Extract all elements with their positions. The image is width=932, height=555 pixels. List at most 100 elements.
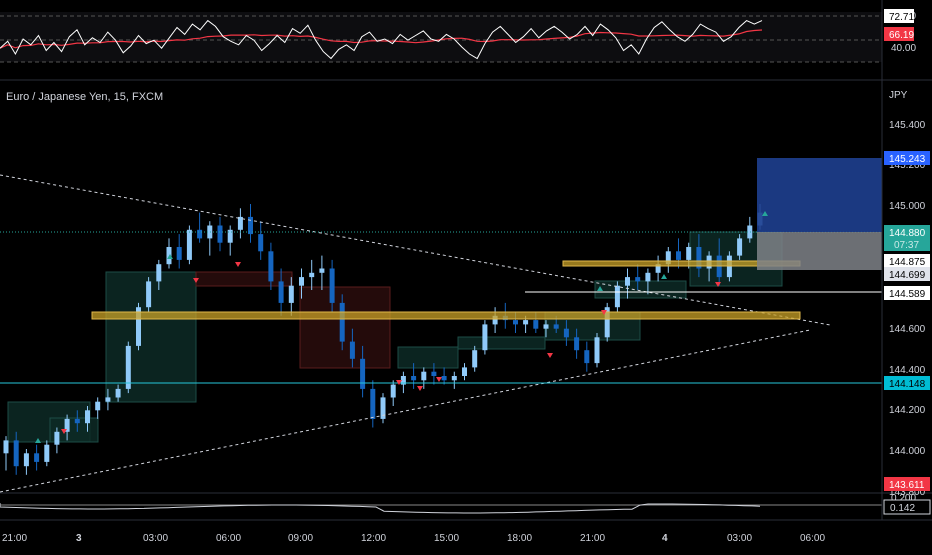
time-tick-label: 06:00 xyxy=(216,533,241,544)
candle-body xyxy=(421,371,427,381)
zone-box-4[interactable] xyxy=(299,286,391,369)
candle-body xyxy=(441,376,447,381)
candle-body xyxy=(34,453,40,462)
sell-signal-marker[interactable] xyxy=(547,353,553,358)
candle-body xyxy=(44,444,50,462)
candle-body xyxy=(574,337,580,351)
price-tag-zone_top xyxy=(884,254,930,268)
price-tag-last-text: 144.880 xyxy=(889,228,926,239)
candle-body xyxy=(645,272,651,282)
candle-body xyxy=(594,337,600,364)
candle-body xyxy=(614,285,620,308)
sell-signal-marker[interactable] xyxy=(601,310,607,315)
candle-body xyxy=(329,268,335,303)
candle-body xyxy=(319,268,325,273)
sell-signal-marker[interactable] xyxy=(436,377,442,382)
candle-body xyxy=(543,324,549,329)
sell-signal-marker[interactable] xyxy=(715,282,721,287)
price-tag-zone_top-text: 144.875 xyxy=(889,257,926,268)
candle-body xyxy=(258,234,264,252)
buy-signal-marker[interactable] xyxy=(661,274,667,279)
candle-body xyxy=(431,371,437,376)
time-tick-label: 12:00 xyxy=(361,533,386,544)
oscillator-value-tag xyxy=(883,499,931,515)
time-tick-label: 21:00 xyxy=(580,533,605,544)
candle-body xyxy=(13,440,19,467)
price-tick-label: 144.400 xyxy=(889,365,926,376)
candle-body xyxy=(676,251,681,260)
price-tick-label: 145.400 xyxy=(889,120,926,131)
buy-signal-marker[interactable] xyxy=(167,254,173,259)
sell-signal-marker[interactable] xyxy=(235,262,241,267)
candle-body xyxy=(3,440,9,454)
candle-body xyxy=(747,225,753,239)
sell-signal-marker[interactable] xyxy=(396,380,402,385)
candle-body xyxy=(370,388,376,419)
candle-body xyxy=(584,350,590,364)
candle-body xyxy=(482,324,488,351)
zone-box-8[interactable] xyxy=(594,280,687,299)
candle-body xyxy=(166,247,172,265)
candle-body xyxy=(248,216,253,235)
candle-body xyxy=(85,410,90,424)
candle-body xyxy=(125,345,131,389)
rsi-ma-value-tag xyxy=(884,27,914,41)
price-tag-level xyxy=(884,286,930,300)
oscillator-axis-label: 0.200 xyxy=(891,493,916,504)
candle-body xyxy=(339,302,345,342)
sell-signal-marker[interactable] xyxy=(417,386,423,391)
price-axis[interactable]: 80.0040.00JPY145.400145.200145.000144.60… xyxy=(889,11,926,498)
sell-signal-marker[interactable] xyxy=(61,429,67,434)
candle-body xyxy=(74,418,80,424)
oscillator-pane[interactable] xyxy=(0,503,882,514)
zone-box-5[interactable] xyxy=(397,346,459,369)
candle-body xyxy=(23,453,29,467)
candle-body xyxy=(462,367,467,376)
price-tag-low-text: 143.611 xyxy=(889,480,925,491)
price-pane[interactable] xyxy=(0,158,882,493)
candle-body xyxy=(411,376,417,381)
candle-body xyxy=(176,247,182,260)
zone-box-6[interactable] xyxy=(457,336,546,350)
buy-signal-marker[interactable] xyxy=(762,211,768,216)
time-tick-label: 4 xyxy=(662,533,668,544)
symbol-title[interactable]: Euro / Japanese Yen, 15, FXCM xyxy=(6,91,164,103)
rsi-pane[interactable] xyxy=(0,0,882,80)
candle-body xyxy=(207,225,213,239)
supply-zone-lower[interactable] xyxy=(91,311,801,320)
target-zone[interactable] xyxy=(757,158,882,232)
time-tick-label: 03:00 xyxy=(727,533,752,544)
candle-body xyxy=(533,320,539,329)
candle-body xyxy=(227,229,233,243)
candle-body xyxy=(380,397,386,419)
stop-zone[interactable] xyxy=(757,232,882,270)
buy-signal-marker[interactable] xyxy=(35,438,41,443)
candle-body xyxy=(146,281,152,308)
candle-body xyxy=(95,401,101,411)
buy-signal-marker[interactable] xyxy=(597,286,603,291)
price-tick-label: 144.600 xyxy=(889,324,926,335)
time-tick-label: 18:00 xyxy=(507,533,532,544)
price-tag-entry xyxy=(884,267,930,281)
candle-body xyxy=(625,277,630,286)
time-axis[interactable]: 21:00 3 03:00 06:00 09:00 12:00 15:00 18:00 21:0… xyxy=(2,533,825,544)
price-tick-label: 145.000 xyxy=(889,201,926,212)
time-tick-label: 03:00 xyxy=(143,533,168,544)
price-tick-label: 145.200 xyxy=(889,160,926,171)
price-tag-last xyxy=(884,225,930,251)
candle-body xyxy=(217,225,223,243)
candle-body xyxy=(604,307,610,338)
candle-body xyxy=(737,238,743,256)
price-tag-target xyxy=(884,151,930,165)
upper-trendline[interactable] xyxy=(0,174,831,326)
sell-signal-marker[interactable] xyxy=(193,278,199,283)
candle-body xyxy=(523,320,529,325)
candle-body xyxy=(105,397,111,402)
price-tick-label: 144.200 xyxy=(889,405,926,416)
candle-body xyxy=(237,216,243,230)
zone-box-3[interactable] xyxy=(195,271,293,287)
candle-body xyxy=(655,264,661,273)
candle-body xyxy=(136,307,141,346)
